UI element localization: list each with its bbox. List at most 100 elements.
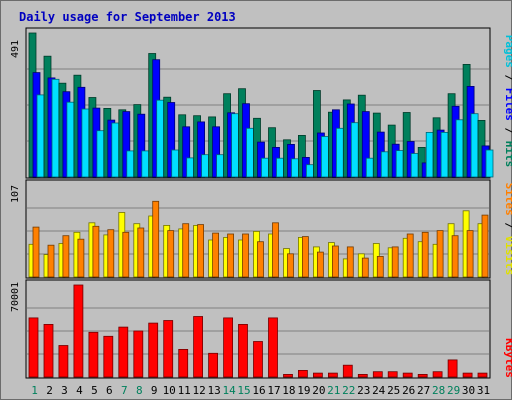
x-tick-label-day-12: 12 [192, 384, 205, 397]
x-tick-label-day-28: 28 [432, 384, 445, 397]
bar-kbytes-day-25 [387, 371, 398, 378]
ymax-label-middle: 107 [10, 185, 21, 203]
bar-pages-day-28 [440, 131, 449, 178]
x-tick-label-day-7: 7 [121, 384, 128, 397]
bar-hits-day-27 [417, 146, 426, 178]
legend-files: Files [503, 88, 512, 121]
bar-kbytes-day-29 [447, 359, 458, 378]
bar-pages-day-16 [261, 157, 269, 178]
bar-sites-day-24 [376, 255, 384, 278]
bar-kbytes-day-16 [253, 341, 263, 378]
x-tick-label-day-20: 20 [312, 384, 325, 397]
bar-pages-day-21 [335, 127, 344, 178]
bar-pages-day-19 [305, 164, 314, 178]
bar-sites-day-19 [301, 236, 309, 278]
bar-files-day-8 [137, 113, 146, 178]
bar-files-day-7 [122, 111, 131, 178]
bar-sites-day-6 [107, 229, 115, 278]
bar-pages-day-1 [36, 94, 45, 178]
x-tick-label-day-4: 4 [76, 384, 83, 397]
bar-sites-day-4 [77, 238, 85, 278]
x-tick-label-day-6: 6 [106, 384, 113, 397]
bar-pages-day-13 [216, 154, 225, 178]
x-tick-label-day-30: 30 [462, 384, 475, 397]
legend-hits: Hits [503, 141, 512, 168]
bar-pages-day-23 [365, 157, 374, 178]
bar-kbytes-day-20 [312, 372, 323, 378]
bar-pages-day-15 [246, 127, 254, 178]
bar-kbytes-day-30 [462, 372, 473, 378]
bar-kbytes-day-5 [88, 331, 99, 378]
x-tick-label-day-13: 13 [207, 384, 220, 397]
bar-pages-day-18 [291, 158, 299, 178]
bar-sites-day-18 [287, 253, 294, 278]
x-tick-label-day-1: 1 [31, 384, 38, 397]
bar-sites-day-23 [361, 257, 369, 278]
x-tick-label-day-25: 25 [387, 384, 400, 397]
bar-kbytes-day-12 [193, 316, 204, 378]
bar-sites-day-29 [451, 235, 459, 278]
legend-visits: Visits [503, 236, 512, 276]
bar-sites-day-27 [421, 231, 429, 278]
x-tick-label-day-24: 24 [372, 384, 386, 397]
bar-sites-day-20 [316, 251, 324, 278]
bar-sites-day-2 [47, 244, 55, 278]
bar-kbytes-day-27 [417, 373, 428, 378]
bar-pages-day-22 [350, 122, 359, 178]
bar-kbytes-day-13 [208, 352, 219, 378]
bar-kbytes-day-15 [238, 323, 248, 378]
bar-kbytes-day-18 [283, 373, 293, 378]
legend-pages: Pages [503, 35, 512, 68]
bar-sites-day-10 [167, 230, 175, 278]
bar-files-day-11 [182, 126, 191, 178]
chart-title: Daily usage for September 2013 [19, 10, 236, 24]
bar-pages-day-24 [380, 151, 389, 178]
bar-pages-day-4 [81, 108, 90, 178]
x-tick-label-day-9: 9 [151, 384, 158, 397]
bar-sites-day-11 [182, 223, 190, 278]
svg-text:KBytes: KBytes [503, 338, 512, 378]
x-tick-label-day-18: 18 [282, 384, 295, 397]
bar-kbytes-day-6 [103, 335, 114, 378]
bar-pages-day-2 [51, 78, 60, 178]
x-tick-label-day-5: 5 [91, 384, 98, 397]
bar-kbytes-day-10 [163, 320, 174, 378]
bar-pages-day-14 [231, 113, 240, 178]
svg-text:Sites / Visits: Sites / Visits [503, 183, 512, 276]
ymax-label-top: 491 [10, 40, 21, 58]
legend-sites: Sites [503, 183, 512, 216]
bar-kbytes-day-8 [133, 330, 144, 378]
bar-sites-day-9 [152, 200, 160, 278]
bar-pages-day-6 [111, 122, 120, 178]
bar-sites-day-22 [346, 246, 354, 278]
x-tick-label-day-11: 11 [178, 384, 191, 397]
x-tick-label-day-10: 10 [163, 384, 176, 397]
bar-pages-day-11 [186, 157, 195, 178]
bar-kbytes-day-1 [28, 317, 39, 378]
x-tick-label-day-19: 19 [297, 384, 310, 397]
x-tick-label-day-23: 23 [357, 384, 370, 397]
bar-sites-day-7 [122, 231, 130, 278]
bar-sites-day-31 [481, 214, 489, 278]
x-tick-label-day-17: 17 [267, 384, 280, 397]
bar-kbytes-day-19 [297, 369, 308, 378]
bar-pages-day-17 [276, 157, 284, 178]
x-tick-label-day-31: 31 [477, 384, 490, 397]
bar-sites-day-14 [227, 233, 235, 278]
x-tick-label-day-3: 3 [61, 384, 68, 397]
ymax-label-bottom: 70001 [10, 282, 21, 312]
bar-pages-day-8 [141, 150, 150, 178]
bar-sites-day-3 [62, 235, 70, 278]
bar-kbytes-day-14 [223, 317, 234, 378]
x-tick-label-day-29: 29 [447, 384, 460, 397]
bar-kbytes-day-2 [43, 323, 54, 378]
bar-kbytes-day-17 [268, 317, 278, 378]
bar-sites-day-15 [242, 233, 249, 278]
x-tick-label-day-22: 22 [342, 384, 355, 397]
bar-kbytes-day-11 [178, 348, 189, 378]
bar-files-day-12 [197, 121, 206, 178]
x-tick-label-day-26: 26 [402, 384, 415, 397]
bar-kbytes-day-3 [58, 345, 69, 378]
bar-sites-day-21 [331, 245, 339, 278]
